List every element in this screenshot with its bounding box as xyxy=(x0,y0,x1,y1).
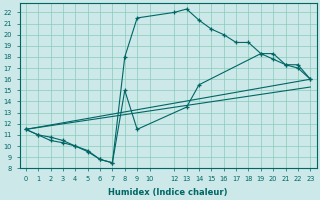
X-axis label: Humidex (Indice chaleur): Humidex (Indice chaleur) xyxy=(108,188,228,197)
